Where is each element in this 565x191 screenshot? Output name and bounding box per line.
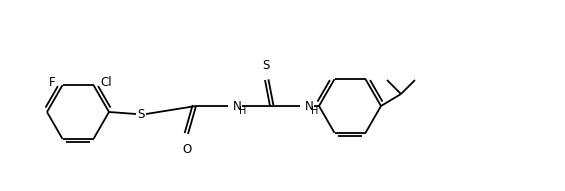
Text: S: S — [137, 108, 145, 121]
Text: S: S — [262, 59, 270, 72]
Text: H: H — [239, 106, 246, 116]
Text: O: O — [182, 143, 192, 156]
Text: Cl: Cl — [101, 76, 112, 89]
Text: N: N — [233, 100, 242, 112]
Text: N: N — [305, 100, 314, 112]
Text: H: H — [311, 106, 318, 116]
Text: F: F — [49, 76, 55, 89]
